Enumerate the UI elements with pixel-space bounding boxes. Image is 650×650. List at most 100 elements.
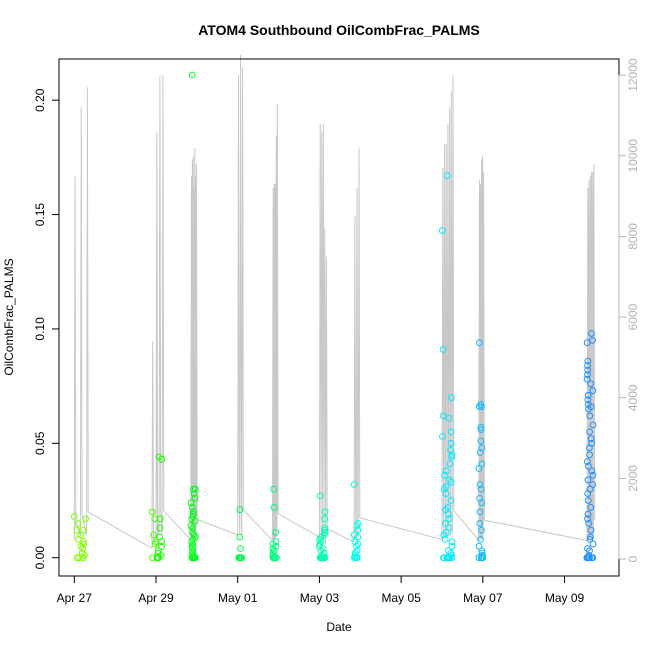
data-point (475, 465, 483, 472)
data-point (236, 506, 244, 514)
y2-tick-label: 4000 (626, 384, 640, 411)
data-point (353, 542, 360, 550)
data-point (441, 485, 448, 493)
data-point (444, 504, 452, 511)
chart-title: ATOM4 Southbound OilCombFrac_PALMS (198, 22, 480, 38)
data-point (189, 524, 196, 532)
x-tick-label: May 03 (300, 591, 340, 605)
data-point (321, 554, 329, 562)
data-point (589, 387, 597, 395)
data-point (584, 362, 591, 369)
altitude-line (73, 54, 596, 550)
data-point (443, 172, 451, 180)
data-point (79, 545, 87, 552)
data-point (188, 504, 196, 511)
data-point (586, 547, 593, 555)
data-point (158, 455, 166, 463)
data-point (587, 435, 595, 443)
data-point (191, 517, 199, 525)
x-tick-label: Apr 29 (138, 591, 174, 605)
data-point (73, 526, 81, 534)
data-point (439, 433, 446, 440)
data-point (477, 485, 485, 493)
data-point (447, 497, 455, 504)
data-point (446, 524, 453, 532)
data-point (583, 375, 591, 383)
data-point (448, 554, 456, 562)
data-point (448, 542, 456, 550)
data-point (447, 446, 455, 454)
data-point (270, 504, 278, 511)
data-point (353, 554, 361, 562)
data-point (151, 540, 159, 548)
data-point (191, 485, 199, 493)
y2-tick-label: 12000 (626, 58, 640, 92)
y2-tick-label: 2000 (626, 465, 640, 492)
data-point (82, 515, 89, 523)
data-point (270, 485, 278, 493)
plot-frame (58, 58, 620, 577)
data-point (78, 549, 86, 557)
data-point (584, 476, 592, 484)
data-point (476, 403, 483, 411)
data-point (70, 513, 78, 520)
data-point (584, 458, 591, 466)
x-tick-label: May 01 (218, 591, 258, 605)
data-point (584, 490, 592, 498)
data-point (586, 536, 594, 543)
y2-tick-label: 8000 (626, 223, 640, 250)
data-point (475, 554, 483, 562)
data-point (271, 554, 279, 562)
data-point (155, 554, 163, 562)
data-point (588, 554, 596, 562)
data-point (79, 554, 87, 562)
data-point (441, 536, 449, 543)
data-point (190, 554, 198, 562)
data-point (272, 529, 280, 536)
data-point (587, 504, 595, 511)
data-point (151, 515, 159, 523)
data-point (316, 492, 324, 500)
data-point (189, 545, 196, 552)
data-point (444, 510, 452, 518)
data-point (187, 499, 195, 507)
data-point (74, 520, 82, 527)
data-point (477, 437, 485, 445)
data-point (235, 554, 243, 562)
data-point (446, 515, 453, 523)
data-point (584, 357, 592, 365)
data-point (190, 485, 197, 493)
data-point (584, 510, 592, 518)
data-point (476, 508, 484, 516)
data-point (585, 405, 592, 413)
data-point (584, 366, 592, 374)
altitude-series (73, 54, 596, 550)
y-tick-label: 0.00 (33, 546, 47, 570)
data-point (316, 542, 323, 550)
x-tick-label: May 09 (545, 591, 585, 605)
data-point (447, 478, 455, 486)
data-point (354, 526, 362, 534)
data-point (190, 490, 198, 498)
data-point (351, 554, 358, 562)
data-point (587, 526, 595, 534)
data-point (237, 545, 244, 552)
y-tick-label: 0.05 (33, 431, 47, 455)
data-point (588, 330, 595, 337)
data-point (448, 394, 455, 402)
data-point (446, 460, 454, 468)
data-point (478, 526, 485, 534)
data-point (188, 515, 196, 523)
y-tick-label: 0.10 (33, 317, 47, 341)
data-point (319, 554, 326, 562)
data-point (478, 499, 486, 507)
data-point (156, 515, 164, 523)
data-point (476, 481, 484, 488)
data-point (448, 453, 456, 461)
data-point (586, 428, 593, 436)
data-point (589, 471, 597, 479)
data-point (477, 536, 484, 543)
data-point (447, 428, 455, 436)
axes: Apr 27 Apr 29 May 01 May 03 May 05 May 07 May … (33, 58, 640, 605)
y-tick-label: 0.15 (33, 203, 47, 227)
